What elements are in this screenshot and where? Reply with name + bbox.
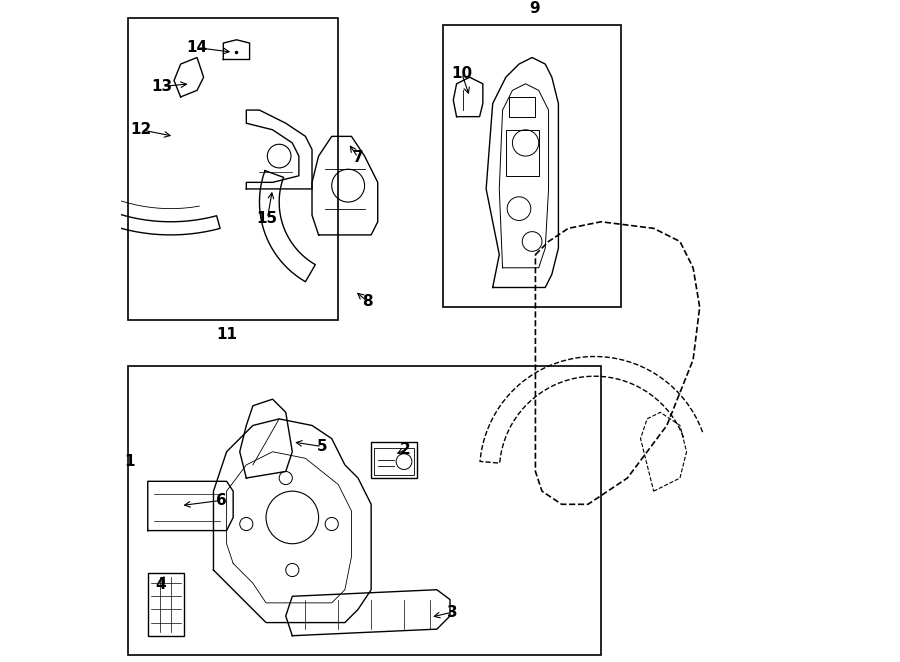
Text: 2: 2	[400, 442, 410, 457]
Bar	[444, 24, 621, 307]
Text: 11: 11	[216, 326, 237, 342]
Text: 14: 14	[186, 40, 208, 55]
Text: 15: 15	[256, 211, 278, 226]
Text: 4: 4	[156, 577, 166, 592]
Bar	[128, 366, 601, 655]
Text: 6: 6	[216, 493, 227, 508]
Text: 10: 10	[451, 66, 472, 81]
Bar	[506, 130, 539, 176]
Text: 7: 7	[353, 150, 364, 165]
Bar	[374, 448, 414, 475]
Text: 1: 1	[124, 454, 135, 469]
Bar	[509, 97, 536, 117]
Text: 9: 9	[529, 1, 539, 16]
Text: 13: 13	[152, 79, 173, 94]
Bar	[148, 573, 184, 636]
Text: 3: 3	[447, 604, 458, 620]
Bar	[128, 18, 338, 320]
Text: 8: 8	[363, 295, 374, 309]
Text: 12: 12	[130, 122, 152, 137]
Bar	[371, 442, 417, 478]
Text: 5: 5	[317, 439, 328, 454]
